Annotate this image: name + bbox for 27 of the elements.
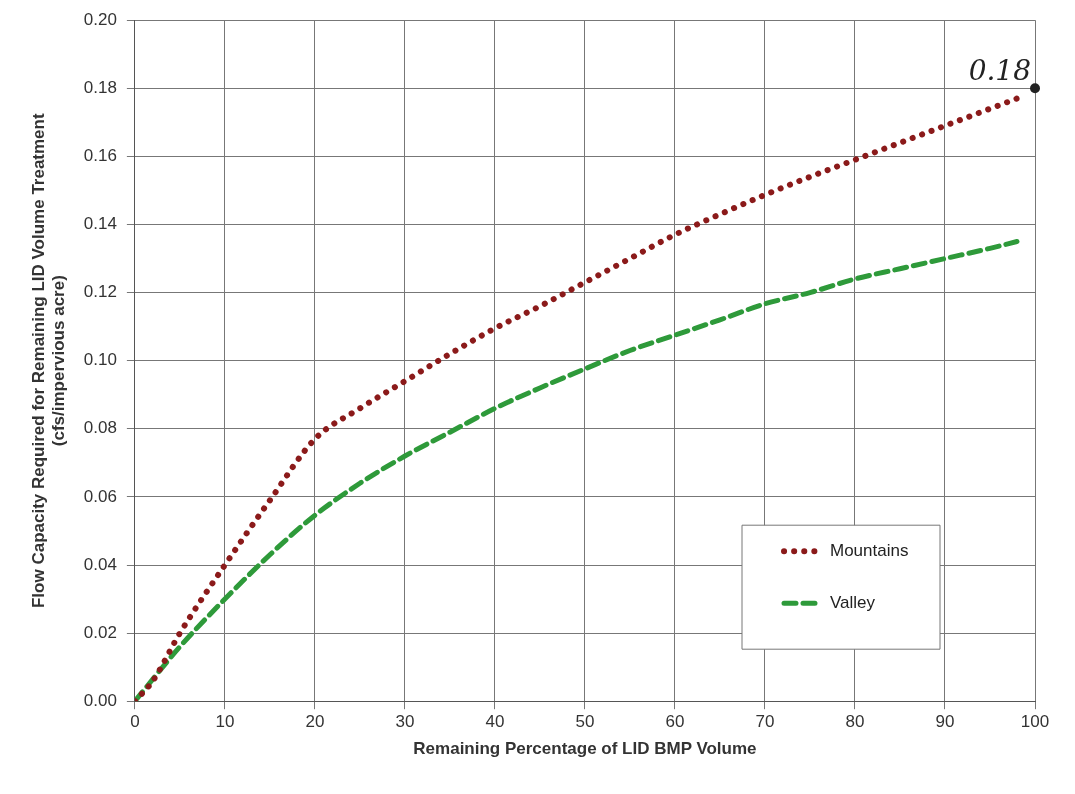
legend-label: Valley bbox=[830, 592, 876, 612]
y-tick-label: 0.04 bbox=[83, 554, 117, 574]
x-tick-label: 90 bbox=[935, 712, 955, 732]
y-tick-label: 0.08 bbox=[83, 418, 117, 438]
x-tick-label: 0 bbox=[130, 712, 140, 732]
x-tick-label: 70 bbox=[755, 712, 775, 732]
y-tick-label: 0.10 bbox=[83, 350, 117, 370]
x-tick-label: 60 bbox=[665, 712, 685, 732]
annotation: 0.18 bbox=[968, 53, 1031, 87]
y-tick-label: 0.14 bbox=[83, 214, 117, 234]
y-tick-label: 0.06 bbox=[83, 486, 117, 506]
legend-label: Mountains bbox=[830, 540, 909, 560]
y-tick-label: 0.16 bbox=[83, 146, 117, 166]
x-tick-label: 20 bbox=[305, 712, 325, 732]
y-tick-label: 0.12 bbox=[83, 282, 117, 302]
x-axis-title: Remaining Percentage of LID BMP Volume bbox=[413, 739, 757, 759]
x-tick-label: 50 bbox=[575, 712, 595, 732]
x-tick-label: 30 bbox=[395, 712, 415, 732]
y-tick-label: 0.00 bbox=[83, 690, 117, 710]
x-tick-label: 10 bbox=[215, 712, 235, 732]
x-tick-label: 80 bbox=[845, 712, 865, 732]
y-tick-label: 0.02 bbox=[83, 622, 117, 642]
y-axis-title: Flow Capacity Required for Remaining LID Volume Treatment (cfs/impervious acre) bbox=[28, 113, 69, 609]
y-tick-label: 0.18 bbox=[83, 77, 117, 97]
y-tick-label: 0.20 bbox=[83, 9, 117, 29]
x-tick-label: 40 bbox=[485, 712, 505, 732]
x-tick-label: 100 bbox=[1020, 712, 1050, 732]
